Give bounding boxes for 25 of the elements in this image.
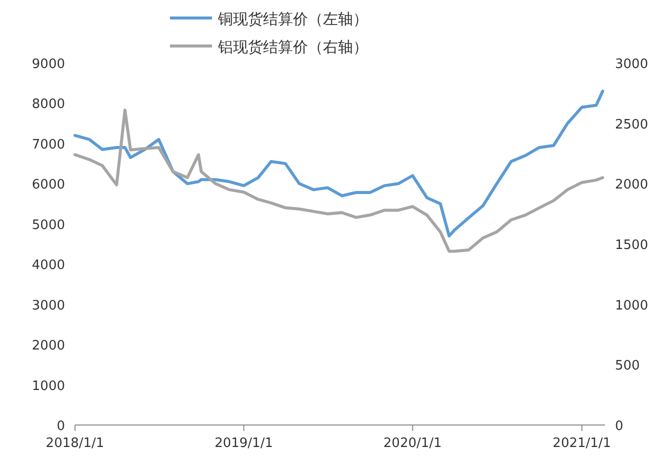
y-tick-label: 2000 <box>32 338 65 354</box>
y2-tick-label: 1000 <box>615 298 648 314</box>
line-series <box>74 108 604 253</box>
line-series <box>74 90 604 238</box>
x-tick-label: 2019/1/1 <box>214 436 273 451</box>
y2-tick-label: 2500 <box>615 117 648 132</box>
y-tick-label: 5000 <box>32 218 65 233</box>
x-tick-label: 2020/1/1 <box>383 436 442 451</box>
legend-label: 铜现货结算价（左轴） <box>217 10 368 28</box>
legend-label: 铝现货结算价（右轴） <box>217 38 368 56</box>
y-tick-label: 1000 <box>32 378 65 394</box>
y-tick-label: 4000 <box>32 258 65 274</box>
y-tick-label: 3000 <box>32 298 65 314</box>
y-tick-label: 8000 <box>32 97 65 112</box>
y-tick-label: 9000 <box>32 57 65 72</box>
x-tick-label: 2018/1/1 <box>46 436 104 451</box>
y2-tick-label: 3000 <box>615 57 648 72</box>
y-tick-label: 0 <box>56 419 65 434</box>
y-tick-label: 7000 <box>32 137 65 152</box>
y2-tick-label: 500 <box>615 358 640 374</box>
y2-tick-label: 1500 <box>615 238 648 253</box>
y2-tick-label: 2000 <box>615 178 648 193</box>
y-tick-label: 6000 <box>32 178 65 193</box>
y2-tick-label: 0 <box>615 419 624 434</box>
x-tick-label: 2021/1/1 <box>552 436 612 451</box>
